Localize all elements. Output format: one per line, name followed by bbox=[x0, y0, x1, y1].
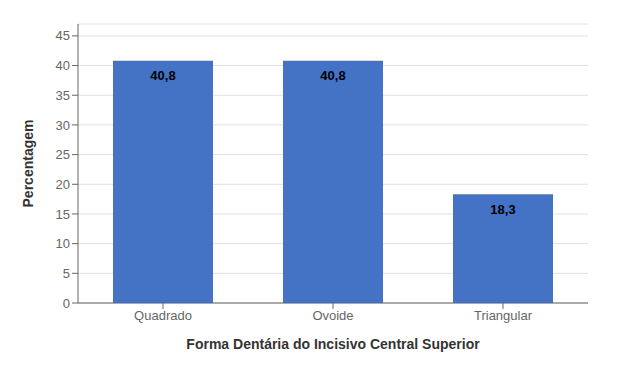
svg-text:Triangular: Triangular bbox=[474, 308, 533, 323]
svg-text:10: 10 bbox=[56, 236, 70, 251]
svg-text:40,8: 40,8 bbox=[150, 68, 175, 83]
svg-text:15: 15 bbox=[56, 207, 70, 222]
svg-text:5: 5 bbox=[63, 266, 70, 281]
svg-text:20: 20 bbox=[56, 177, 70, 192]
svg-text:40: 40 bbox=[56, 58, 70, 73]
svg-text:Quadrado: Quadrado bbox=[134, 308, 192, 323]
svg-text:0: 0 bbox=[63, 296, 70, 311]
svg-text:Ovoide: Ovoide bbox=[312, 308, 353, 323]
svg-text:30: 30 bbox=[56, 118, 70, 133]
svg-text:18,3: 18,3 bbox=[490, 202, 515, 217]
svg-text:35: 35 bbox=[56, 88, 70, 103]
svg-text:25: 25 bbox=[56, 147, 70, 162]
svg-text:40,8: 40,8 bbox=[320, 68, 345, 83]
svg-text:45: 45 bbox=[56, 28, 70, 43]
svg-text:Percentagem: Percentagem bbox=[20, 120, 36, 208]
svg-text:Forma Dentária do Incisivo Cen: Forma Dentária do Incisivo Central Super… bbox=[186, 336, 480, 352]
